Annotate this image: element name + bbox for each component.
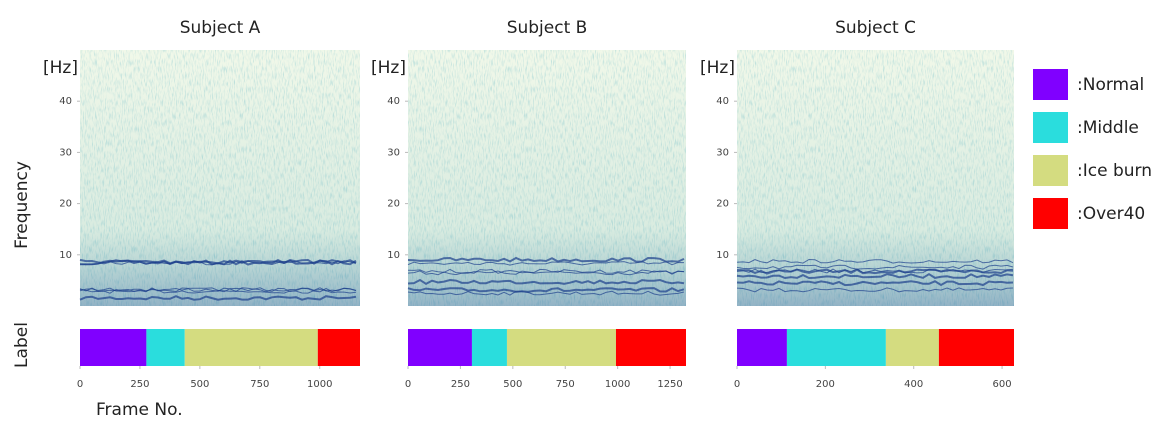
- chart-title: Subject C: [835, 18, 916, 38]
- legend-label: :Ice burn: [1077, 161, 1152, 181]
- label-segment: [885, 329, 939, 366]
- spectrogram-band: [407, 278, 685, 286]
- y-axis-label: Frequency: [12, 161, 32, 249]
- x-tick-label: 1000: [307, 379, 332, 390]
- label-segment: [786, 329, 886, 366]
- spectrogram-band: [736, 287, 1014, 293]
- x-tick-label: 0: [405, 379, 411, 390]
- spectrogram-band: [736, 268, 1014, 274]
- spectrogram-band: [79, 260, 357, 266]
- label-segment: [184, 329, 318, 366]
- y-tick-label: 20: [716, 199, 729, 210]
- spectrogram-band: [736, 280, 1014, 287]
- spectrogram-band: [736, 264, 1014, 270]
- spectrogram-band: [79, 295, 357, 301]
- y-tick-label: 30: [59, 147, 72, 158]
- x-tick-label: 200: [816, 379, 835, 390]
- y-tick-label: 20: [59, 199, 72, 210]
- spectrogram-band: [407, 290, 685, 296]
- spectrogram-band: [407, 270, 685, 276]
- y-tick-label: 20: [387, 199, 400, 210]
- y-unit: [Hz]: [371, 58, 406, 78]
- y-unit: [Hz]: [700, 58, 735, 78]
- y-tick-label: 40: [59, 96, 72, 107]
- legend-label: :Over40: [1077, 204, 1145, 224]
- chart-title: Subject A: [180, 18, 261, 38]
- x-tick-label: 0: [77, 379, 83, 390]
- label-segment: [80, 329, 147, 366]
- label-segment: [938, 329, 1014, 366]
- y-tick-label: 30: [716, 147, 729, 158]
- legend-label: :Middle: [1077, 118, 1139, 138]
- x-tick-label: 750: [556, 379, 575, 390]
- y-tick-label: 40: [716, 96, 729, 107]
- spectrogram-band: [79, 288, 357, 294]
- legend-swatch: [1033, 112, 1068, 143]
- x-tick-label: 250: [130, 379, 149, 390]
- y-tick-label: 10: [387, 250, 400, 261]
- spectrogram-band: [407, 261, 685, 266]
- y-tick-label: 40: [387, 96, 400, 107]
- y-tick-label: 10: [59, 250, 72, 261]
- label-segment: [615, 329, 686, 366]
- spectrogram-band: [407, 268, 685, 274]
- x-tick-label: 0: [734, 379, 740, 390]
- spectrogram-band: [736, 258, 1014, 264]
- spectrogram-shade: [737, 50, 1014, 306]
- y-tick-label: 10: [716, 250, 729, 261]
- spectrogram-shade: [80, 50, 360, 306]
- spectrogram-band: [407, 256, 685, 263]
- label-segment: [737, 329, 787, 366]
- legend-swatch: [1033, 69, 1068, 100]
- spectrogram-band: [407, 287, 685, 293]
- spectrogram-band: [736, 268, 1014, 275]
- x-tick-label: 600: [993, 379, 1012, 390]
- label-segment: [146, 329, 185, 366]
- x-tick-label: 500: [190, 379, 209, 390]
- x-tick-label: 250: [451, 379, 470, 390]
- legend-swatch: [1033, 155, 1068, 186]
- x-tick-label: 750: [250, 379, 269, 390]
- x-tick-label: 400: [904, 379, 923, 390]
- label-segment: [471, 329, 507, 366]
- label-segment: [506, 329, 616, 366]
- spectrogram-shade: [408, 50, 686, 306]
- x-tick-label: 1250: [657, 379, 682, 390]
- legend-label: :Normal: [1077, 75, 1144, 95]
- legend-swatch: [1033, 198, 1068, 229]
- strip-label: Label: [12, 322, 32, 368]
- label-segment: [408, 329, 472, 366]
- x-tick-label: 500: [503, 379, 522, 390]
- x-tick-label: 1000: [605, 379, 630, 390]
- spectrogram-band: [736, 273, 1014, 280]
- y-tick-label: 30: [387, 147, 400, 158]
- chart-title: Subject B: [507, 18, 588, 38]
- y-unit: [Hz]: [43, 58, 78, 78]
- x-axis-label: Frame No.: [96, 400, 183, 420]
- label-segment: [317, 329, 360, 366]
- spectrogram-band: [79, 287, 357, 293]
